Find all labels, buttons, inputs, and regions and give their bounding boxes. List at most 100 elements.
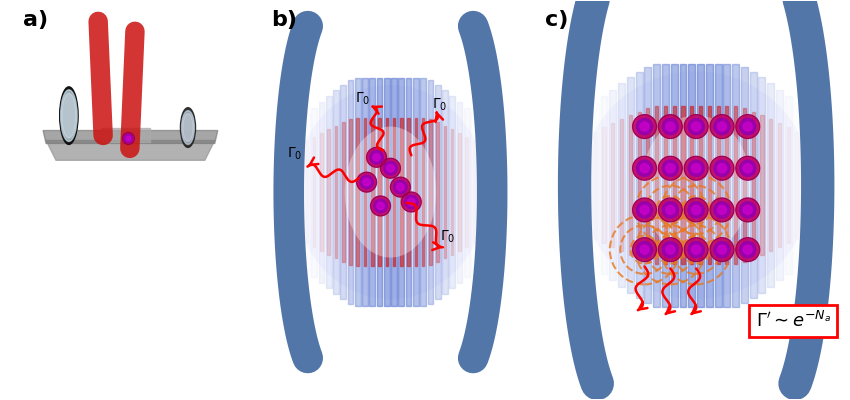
Bar bbox=[723, 64, 730, 307]
Bar bbox=[688, 64, 695, 307]
Circle shape bbox=[659, 238, 683, 262]
Bar bbox=[442, 90, 448, 294]
Bar bbox=[804, 136, 807, 234]
Bar bbox=[364, 118, 366, 266]
Ellipse shape bbox=[62, 93, 76, 138]
Bar bbox=[679, 64, 687, 307]
Bar bbox=[644, 67, 651, 303]
Text: c): c) bbox=[546, 10, 569, 30]
Bar bbox=[422, 118, 424, 266]
Circle shape bbox=[122, 132, 134, 144]
Circle shape bbox=[740, 242, 756, 258]
Circle shape bbox=[394, 180, 407, 194]
Bar bbox=[699, 106, 702, 264]
Bar bbox=[706, 64, 713, 307]
Bar bbox=[420, 78, 426, 306]
Circle shape bbox=[374, 199, 388, 213]
Circle shape bbox=[640, 245, 649, 254]
Circle shape bbox=[684, 198, 708, 222]
Bar bbox=[785, 96, 791, 274]
Text: b): b) bbox=[271, 10, 297, 30]
Circle shape bbox=[357, 172, 377, 192]
Circle shape bbox=[366, 147, 387, 167]
Circle shape bbox=[736, 156, 760, 180]
Bar bbox=[378, 118, 381, 266]
Text: $\Gamma_0$: $\Gamma_0$ bbox=[287, 145, 303, 162]
Bar bbox=[611, 123, 615, 247]
Text: $\Gamma_0$: $\Gamma_0$ bbox=[440, 228, 456, 245]
Bar bbox=[682, 106, 684, 264]
Bar bbox=[444, 126, 446, 258]
Bar bbox=[319, 102, 325, 282]
Circle shape bbox=[666, 245, 675, 254]
Bar bbox=[603, 127, 605, 243]
Ellipse shape bbox=[345, 126, 436, 258]
Circle shape bbox=[659, 115, 683, 138]
Text: $\Gamma^{\prime} \sim e^{-N_a}$: $\Gamma^{\prime} \sim e^{-N_a}$ bbox=[756, 311, 830, 331]
Bar bbox=[776, 90, 783, 280]
Circle shape bbox=[710, 115, 734, 138]
Bar bbox=[655, 106, 658, 264]
Ellipse shape bbox=[60, 87, 78, 144]
Bar bbox=[802, 109, 809, 261]
Circle shape bbox=[397, 183, 404, 191]
Bar bbox=[400, 118, 403, 266]
Bar bbox=[671, 64, 677, 307]
Circle shape bbox=[640, 164, 649, 173]
Bar bbox=[479, 120, 484, 264]
Bar bbox=[750, 72, 756, 298]
Circle shape bbox=[736, 238, 760, 262]
Bar bbox=[708, 106, 711, 264]
Circle shape bbox=[740, 118, 756, 135]
Circle shape bbox=[640, 122, 649, 131]
Circle shape bbox=[632, 115, 656, 138]
Bar bbox=[349, 120, 352, 265]
Bar bbox=[377, 78, 382, 306]
Circle shape bbox=[632, 198, 656, 222]
Bar bbox=[333, 90, 339, 294]
Bar bbox=[393, 118, 395, 266]
Bar bbox=[618, 84, 625, 287]
Bar bbox=[768, 84, 774, 287]
Circle shape bbox=[743, 205, 752, 214]
Circle shape bbox=[688, 160, 705, 176]
Bar bbox=[297, 120, 303, 264]
Bar bbox=[697, 64, 704, 307]
Bar bbox=[458, 133, 461, 251]
Bar bbox=[715, 64, 722, 307]
Circle shape bbox=[387, 164, 394, 172]
Bar bbox=[100, 128, 150, 142]
Bar bbox=[306, 141, 309, 243]
Bar bbox=[450, 130, 454, 255]
Circle shape bbox=[666, 205, 675, 214]
Ellipse shape bbox=[183, 114, 193, 142]
Bar bbox=[653, 64, 660, 307]
Bar bbox=[734, 106, 737, 264]
Bar bbox=[620, 119, 623, 251]
Bar bbox=[769, 119, 773, 251]
Ellipse shape bbox=[581, 71, 812, 299]
Bar bbox=[327, 130, 330, 255]
Circle shape bbox=[692, 205, 700, 214]
Bar bbox=[664, 106, 667, 264]
Bar bbox=[761, 115, 763, 255]
Circle shape bbox=[632, 238, 656, 262]
Bar bbox=[725, 106, 728, 264]
Circle shape bbox=[743, 164, 752, 173]
Circle shape bbox=[363, 178, 371, 186]
Circle shape bbox=[632, 156, 656, 180]
Circle shape bbox=[717, 205, 727, 214]
Ellipse shape bbox=[60, 90, 77, 142]
Circle shape bbox=[714, 160, 730, 176]
Circle shape bbox=[717, 122, 727, 131]
Circle shape bbox=[717, 164, 727, 173]
Bar bbox=[340, 85, 346, 299]
Circle shape bbox=[688, 118, 705, 135]
Bar bbox=[362, 78, 368, 306]
Circle shape bbox=[662, 242, 678, 258]
Bar bbox=[464, 108, 469, 276]
Circle shape bbox=[360, 175, 373, 189]
Circle shape bbox=[124, 134, 133, 142]
Bar bbox=[690, 106, 694, 264]
Bar bbox=[386, 118, 388, 266]
